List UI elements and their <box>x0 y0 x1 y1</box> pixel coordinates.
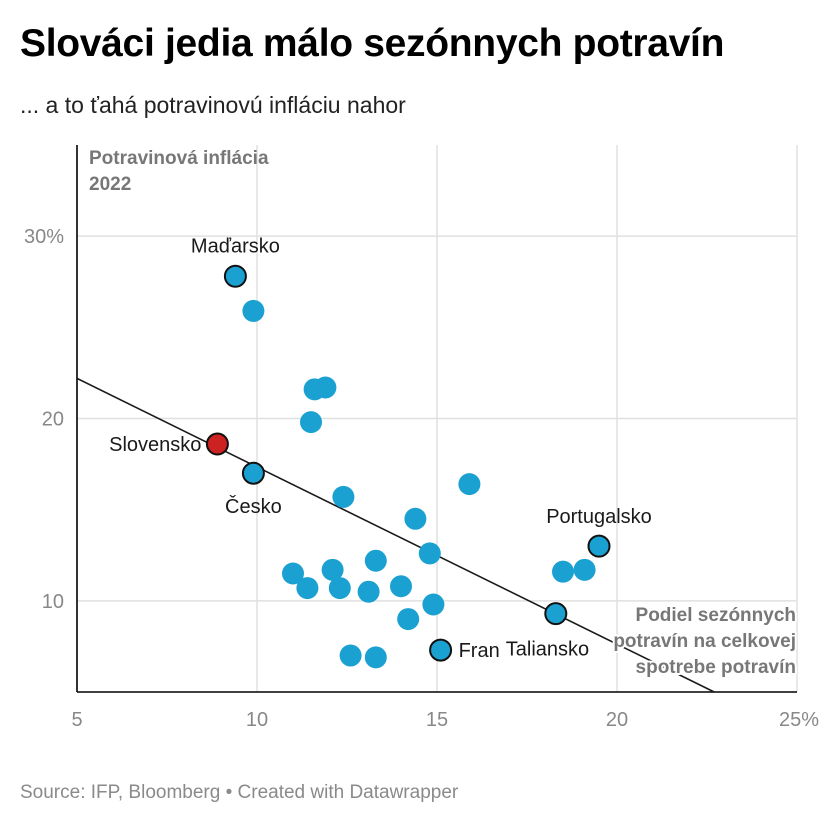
data-point <box>397 608 420 631</box>
chart-title: Slováci jedia málo sezónnych potravín <box>20 22 725 65</box>
source-footer: Source: IFP, Bloomberg • Created with Da… <box>20 782 459 803</box>
data-point <box>357 580 380 603</box>
trendline-layer <box>76 377 715 693</box>
x-tick-label: 15 <box>426 709 448 731</box>
point-portugalsko <box>587 534 611 558</box>
data-point <box>339 644 362 667</box>
data-point <box>296 577 319 600</box>
trend-line <box>76 377 715 693</box>
data-point <box>364 646 387 669</box>
grid-layer <box>77 145 798 692</box>
y-tick-label: 10 <box>42 591 64 613</box>
x-axis-title: Podiel sezónnych <box>636 605 796 626</box>
x-tick-label: 5 <box>71 709 82 731</box>
data-point <box>404 507 427 530</box>
point-label-fran: Fran <box>459 640 500 662</box>
data-point <box>418 542 441 565</box>
data-point <box>242 299 265 322</box>
y-tick-label: 20 <box>42 409 64 431</box>
data-point <box>282 562 304 585</box>
points-layer <box>205 264 611 669</box>
data-point <box>390 575 412 598</box>
chart-subtitle: ... a to ťahá potravinovú infláciu nahor <box>20 92 406 118</box>
data-point <box>552 560 574 583</box>
y-tick-label: 30% <box>24 226 64 248</box>
x-axis-title: potravín na celkovej <box>613 631 796 652</box>
point-slovensko <box>205 432 229 456</box>
scatter-chart: 5 10 15 20 25% 10 20 30% Maďarsko Slovensko Česko P… <box>24 145 819 731</box>
point-label-slovensko: Slovensko <box>109 434 201 456</box>
axis-layer <box>76 145 797 693</box>
data-point <box>573 558 596 581</box>
point-fran <box>429 638 453 662</box>
data-point <box>328 577 351 600</box>
data-point <box>364 549 387 572</box>
point-label-portugalsko: Portugalsko <box>546 506 652 528</box>
x-tick-label: 25% <box>779 709 819 731</box>
data-point <box>332 485 355 508</box>
y-axis-title: 2022 <box>89 174 131 195</box>
labels-layer: 5 10 15 20 25% 10 20 30% Maďarsko Slovensko Česko P… <box>24 148 819 731</box>
data-point <box>300 411 322 434</box>
data-point <box>422 593 445 616</box>
x-tick-label: 10 <box>246 709 268 731</box>
point-česko <box>241 461 265 485</box>
data-point <box>314 376 337 399</box>
point-maďarsko <box>223 264 247 288</box>
y-axis-title: Potravinová inflácia <box>89 148 269 169</box>
point-taliansko <box>544 602 568 626</box>
point-label-maďarsko: Maďarsko <box>191 235 280 257</box>
point-label-taliansko: Taliansko <box>506 639 589 661</box>
data-point <box>458 473 481 496</box>
x-tick-label: 20 <box>606 709 628 731</box>
point-label-česko: Česko <box>225 495 282 518</box>
x-axis-title: spotrebe potravín <box>636 657 796 678</box>
data-point <box>321 558 344 581</box>
